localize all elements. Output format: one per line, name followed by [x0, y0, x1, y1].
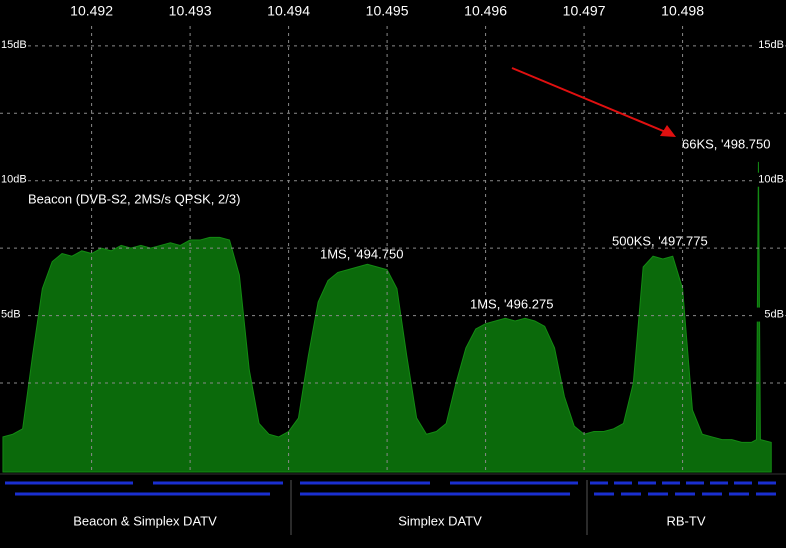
- annotation: Beacon (DVB-S2, 2MS/s QPSK, 2/3): [28, 191, 240, 206]
- arrow: [511, 67, 669, 134]
- x-tick-label: 10.498: [661, 3, 704, 19]
- band-plan: Beacon & Simplex DATV Simplex DATV RB-TV: [5, 480, 782, 535]
- arrow-head: [660, 125, 676, 137]
- annotation: 66KS, '498.750: [682, 136, 771, 151]
- x-tick-label: 10.497: [563, 3, 606, 19]
- label-bg: [755, 37, 785, 52]
- x-tick-label: 10.496: [464, 3, 507, 19]
- x-tick-label: 10.493: [169, 3, 212, 19]
- y-tick-label: 10dB: [1, 174, 27, 186]
- label-bg: [755, 307, 785, 322]
- x-tick-label: 10.492: [70, 3, 113, 19]
- annotation: 1MS, '496.275: [470, 296, 553, 311]
- y-tick-label: 5dB: [764, 308, 784, 320]
- label-bg: [0, 307, 26, 322]
- band-label: RB-TV: [667, 513, 706, 528]
- label-bg: [0, 172, 26, 187]
- spectrum-area: [2, 161, 772, 473]
- band-label: Beacon & Simplex DATV: [73, 513, 217, 528]
- y-tick-label: 10dB: [758, 174, 784, 186]
- annotation: 1MS, '494.750: [320, 246, 403, 261]
- band-label: Simplex DATV: [398, 513, 482, 528]
- y-tick-label: 15dB: [758, 39, 784, 51]
- x-tick-label: 10.495: [366, 3, 409, 19]
- spectrum-plot: 10.492 10.493 10.494 10.495 10.496 10.497 10.4…: [0, 3, 786, 473]
- x-tick-label: 10.494: [267, 3, 310, 19]
- label-bg: [0, 37, 26, 52]
- y-tick-label: 5dB: [1, 308, 21, 320]
- label-bg: [755, 172, 785, 187]
- annotation: 500KS, '497.775: [612, 233, 708, 248]
- y-tick-label: 15dB: [1, 39, 27, 51]
